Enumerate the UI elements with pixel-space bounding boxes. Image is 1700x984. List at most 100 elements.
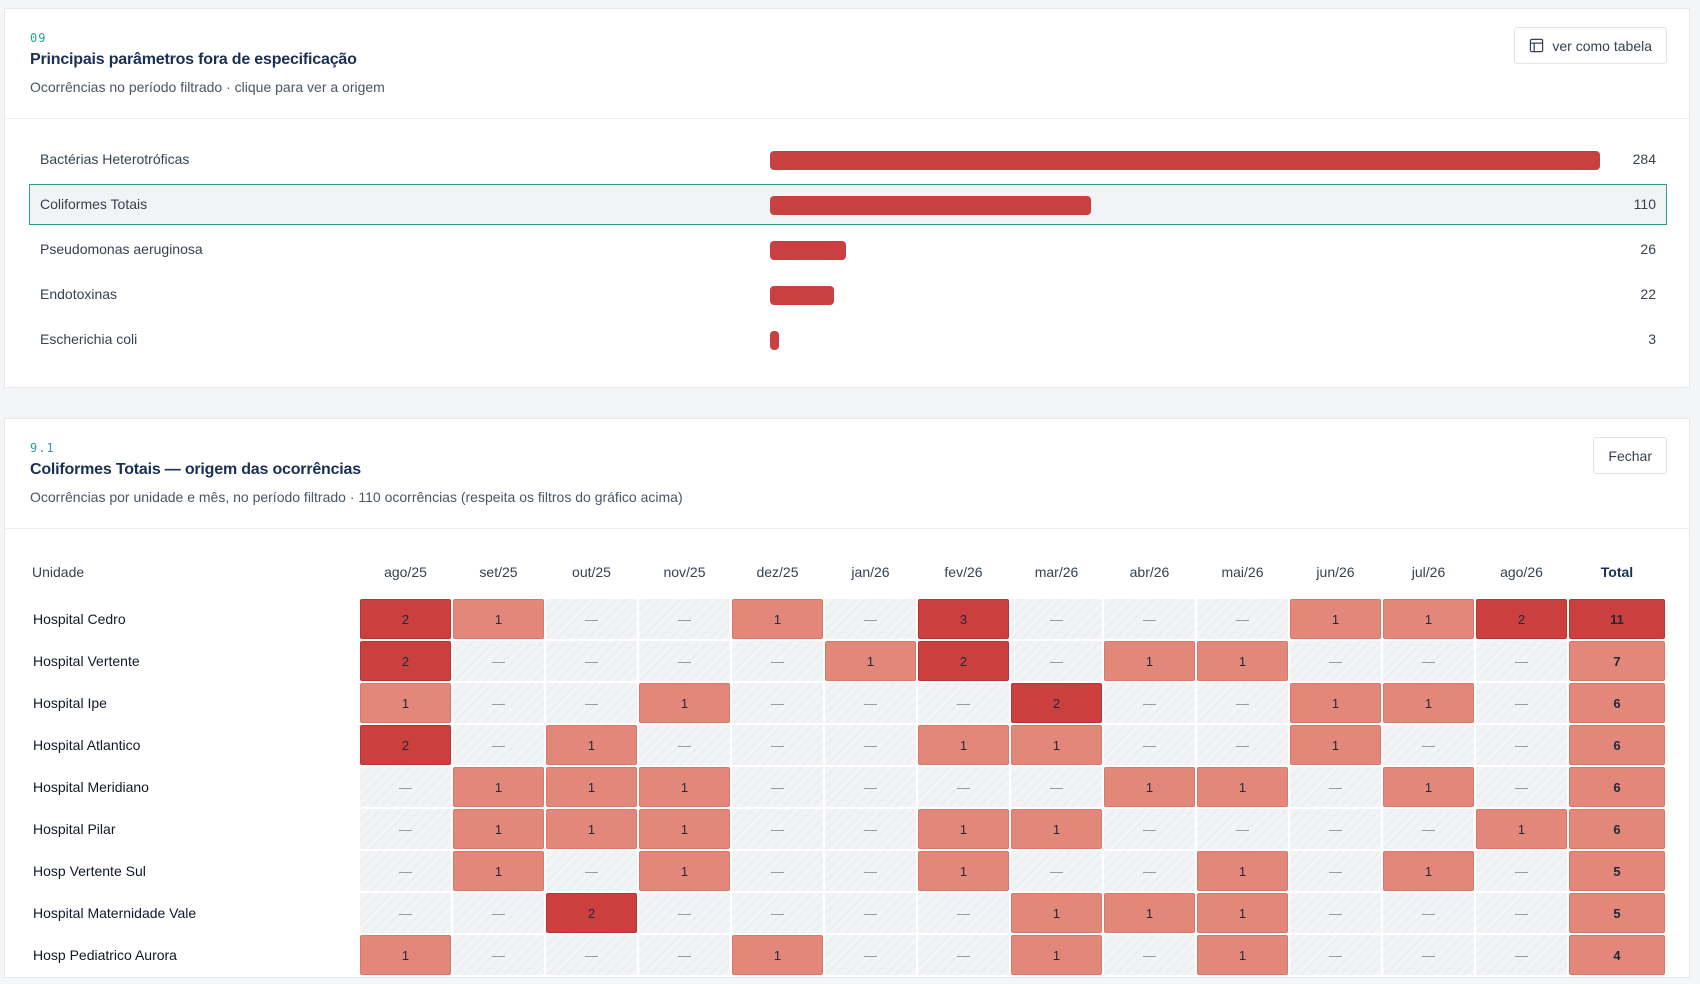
heatmap-cell[interactable]: 2 [360,641,451,681]
heatmap-cell[interactable]: 1 [918,809,1009,849]
heatmap-cell-empty[interactable]: — [1476,767,1567,807]
heatmap-cell-empty[interactable]: — [1290,893,1381,933]
heatmap-cell-empty[interactable]: — [1197,809,1288,849]
heatmap-cell[interactable]: 1 [360,683,451,723]
parameter-bar-row[interactable]: Escherichia coli 3 [29,319,1667,360]
heatmap-cell-empty[interactable]: — [1476,725,1567,765]
heatmap-cell[interactable]: 1 [825,641,916,681]
heatmap-cell-empty[interactable]: — [1197,683,1288,723]
heatmap-cell[interactable]: 1 [639,683,730,723]
heatmap-cell[interactable]: 1 [1383,599,1474,639]
heatmap-cell[interactable]: 2 [1011,683,1102,723]
heatmap-cell[interactable]: 2 [1476,599,1567,639]
heatmap-cell[interactable]: 1 [1011,935,1102,975]
heatmap-cell-empty[interactable]: — [453,725,544,765]
heatmap-cell-empty[interactable]: — [825,851,916,891]
heatmap-cell-empty[interactable]: — [1383,809,1474,849]
parameter-bar-row[interactable]: Coliformes Totais 110 [29,184,1667,225]
heatmap-cell-empty[interactable]: — [732,767,823,807]
heatmap-cell-empty[interactable]: — [918,935,1009,975]
heatmap-cell[interactable]: 1 [453,599,544,639]
parameter-bar-row[interactable]: Bactérias Heterotróficas 284 [29,139,1667,180]
heatmap-cell-empty[interactable]: — [1104,599,1195,639]
heatmap-cell-empty[interactable]: — [1290,935,1381,975]
heatmap-cell-empty[interactable]: — [1290,641,1381,681]
heatmap-cell-empty[interactable]: — [1383,893,1474,933]
heatmap-cell-empty[interactable]: — [918,893,1009,933]
heatmap-cell-empty[interactable]: — [1476,683,1567,723]
heatmap-cell-empty[interactable]: — [825,599,916,639]
heatmap-cell-empty[interactable]: — [1104,935,1195,975]
heatmap-cell-empty[interactable]: — [1383,935,1474,975]
close-button[interactable]: Fechar [1593,437,1667,474]
heatmap-cell-empty[interactable]: — [453,641,544,681]
heatmap-cell-empty[interactable]: — [1290,809,1381,849]
heatmap-cell[interactable]: 1 [1104,893,1195,933]
heatmap-cell-empty[interactable]: — [546,851,637,891]
heatmap-cell-empty[interactable]: — [360,893,451,933]
heatmap-cell-empty[interactable]: — [360,851,451,891]
heatmap-cell-empty[interactable]: — [1290,767,1381,807]
heatmap-cell-empty[interactable]: — [825,725,916,765]
heatmap-cell[interactable]: 3 [918,599,1009,639]
heatmap-cell[interactable]: 1 [1011,893,1102,933]
heatmap-cell-empty[interactable]: — [453,893,544,933]
heatmap-cell[interactable]: 1 [546,809,637,849]
heatmap-cell[interactable]: 1 [1290,725,1381,765]
heatmap-cell[interactable]: 1 [732,599,823,639]
heatmap-cell-empty[interactable]: — [1104,851,1195,891]
heatmap-cell[interactable]: 1 [1197,851,1288,891]
heatmap-cell[interactable]: 1 [453,767,544,807]
heatmap-cell[interactable]: 1 [1104,641,1195,681]
heatmap-cell-empty[interactable]: — [639,599,730,639]
heatmap-cell-empty[interactable]: — [639,893,730,933]
heatmap-cell[interactable]: 1 [639,809,730,849]
heatmap-cell[interactable]: 1 [1104,767,1195,807]
heatmap-cell[interactable]: 2 [360,599,451,639]
heatmap-cell-empty[interactable]: — [732,725,823,765]
heatmap-cell-empty[interactable]: — [732,809,823,849]
heatmap-cell[interactable]: 1 [453,851,544,891]
heatmap-cell[interactable]: 2 [546,893,637,933]
parameter-bar-row[interactable]: Endotoxinas 22 [29,274,1667,315]
heatmap-cell[interactable]: 1 [918,851,1009,891]
heatmap-cell-empty[interactable]: — [639,935,730,975]
heatmap-cell-empty[interactable]: — [1290,851,1381,891]
heatmap-cell-empty[interactable]: — [825,893,916,933]
heatmap-cell-empty[interactable]: — [1476,641,1567,681]
heatmap-cell[interactable]: 1 [546,725,637,765]
heatmap-cell-empty[interactable]: — [732,893,823,933]
heatmap-cell[interactable]: 1 [453,809,544,849]
heatmap-cell-empty[interactable]: — [1383,641,1474,681]
heatmap-cell[interactable]: 1 [1011,725,1102,765]
heatmap-cell-empty[interactable]: — [639,641,730,681]
heatmap-cell-empty[interactable]: — [546,599,637,639]
heatmap-cell[interactable]: 1 [1383,767,1474,807]
heatmap-cell-empty[interactable]: — [732,851,823,891]
heatmap-cell-empty[interactable]: — [639,725,730,765]
heatmap-cell[interactable]: 1 [1197,767,1288,807]
heatmap-cell-empty[interactable]: — [1011,641,1102,681]
heatmap-cell[interactable]: 1 [732,935,823,975]
heatmap-cell-empty[interactable]: — [1383,725,1474,765]
heatmap-cell-empty[interactable]: — [1104,725,1195,765]
heatmap-cell-empty[interactable]: — [918,767,1009,807]
heatmap-cell-empty[interactable]: — [546,935,637,975]
heatmap-cell-empty[interactable]: — [732,641,823,681]
heatmap-cell-empty[interactable]: — [1476,893,1567,933]
heatmap-cell-empty[interactable]: — [1476,935,1567,975]
heatmap-cell-empty[interactable]: — [1011,599,1102,639]
heatmap-cell-empty[interactable]: — [1011,851,1102,891]
heatmap-cell-empty[interactable]: — [1104,809,1195,849]
heatmap-cell-empty[interactable]: — [453,935,544,975]
heatmap-cell[interactable]: 1 [1197,893,1288,933]
heatmap-cell-empty[interactable]: — [1011,767,1102,807]
heatmap-cell[interactable]: 1 [639,851,730,891]
heatmap-cell-empty[interactable]: — [825,767,916,807]
heatmap-cell[interactable]: 1 [1290,599,1381,639]
heatmap-cell-empty[interactable]: — [1476,851,1567,891]
heatmap-cell[interactable]: 1 [1290,683,1381,723]
heatmap-cell[interactable]: 1 [1383,683,1474,723]
heatmap-cell[interactable]: 1 [1476,809,1567,849]
heatmap-cell[interactable]: 2 [918,641,1009,681]
